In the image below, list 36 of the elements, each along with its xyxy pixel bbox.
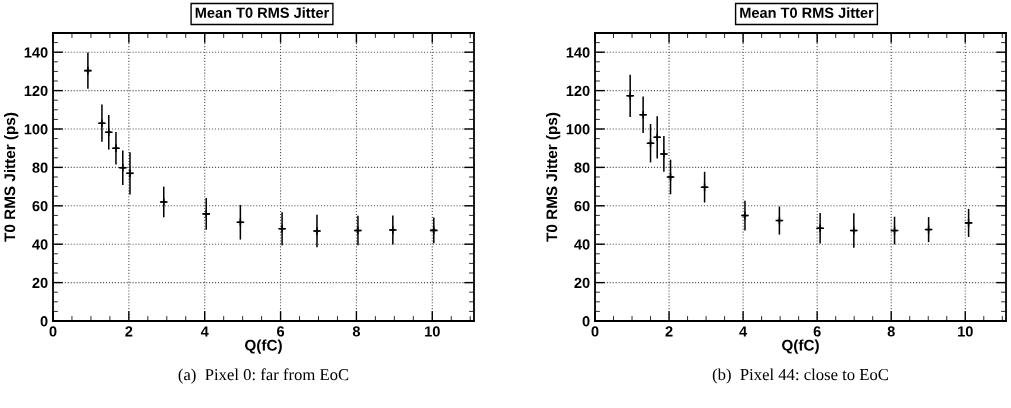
x-tick-label: 2 bbox=[665, 326, 673, 337]
text: (b) Pixel 44: close to EoC bbox=[712, 368, 888, 384]
x-tick-label: 4 bbox=[739, 326, 748, 337]
x-tick-label: 10 bbox=[958, 326, 973, 337]
y-tick-label: 60 bbox=[574, 200, 590, 212]
y-axis-title: T0 RMS Jitter (ps) bbox=[4, 112, 19, 242]
x-tick-label: 0 bbox=[591, 326, 599, 337]
y-axis-title: T0 RMS Jitter (ps) bbox=[546, 112, 561, 242]
text: (a) Pixel 0: far from EoC bbox=[178, 368, 349, 384]
y-tick-label: 100 bbox=[566, 124, 590, 135]
y-tick-label: 0 bbox=[582, 316, 590, 327]
y-tick-label: 140 bbox=[566, 47, 590, 58]
chart-title: Mean T0 RMS Jitter bbox=[195, 7, 330, 18]
x-axis-title: Q(fC) bbox=[782, 339, 819, 354]
y-tick-label: 40 bbox=[574, 239, 590, 250]
x-tick-label: 4 bbox=[200, 326, 209, 337]
y-tick-label: 0 bbox=[40, 316, 48, 327]
x-tick-label: 8 bbox=[352, 326, 361, 337]
x-axis-title: Q(fC) bbox=[245, 339, 282, 354]
y-tick-label: 80 bbox=[32, 162, 48, 173]
y-tick-label: 20 bbox=[574, 277, 590, 289]
x-tick-label: 2 bbox=[125, 326, 133, 337]
x-tick-label: 8 bbox=[887, 326, 895, 337]
x-tick-label: 10 bbox=[425, 326, 440, 337]
y-tick-label: 100 bbox=[24, 124, 48, 135]
y-tick-label: 40 bbox=[32, 239, 48, 250]
y-tick-label: 120 bbox=[566, 85, 590, 97]
x-tick-label: 6 bbox=[813, 326, 821, 337]
y-tick-label: 20 bbox=[32, 277, 48, 289]
x-tick-label: 0 bbox=[49, 326, 57, 337]
y-tick-label: 80 bbox=[574, 162, 590, 173]
y-tick-label: 60 bbox=[32, 200, 48, 212]
x-tick-label: 6 bbox=[277, 326, 285, 337]
y-tick-label: 120 bbox=[24, 85, 48, 97]
chart-title: Mean T0 RMS Jitter bbox=[740, 7, 874, 18]
y-tick-label: 140 bbox=[24, 47, 48, 58]
